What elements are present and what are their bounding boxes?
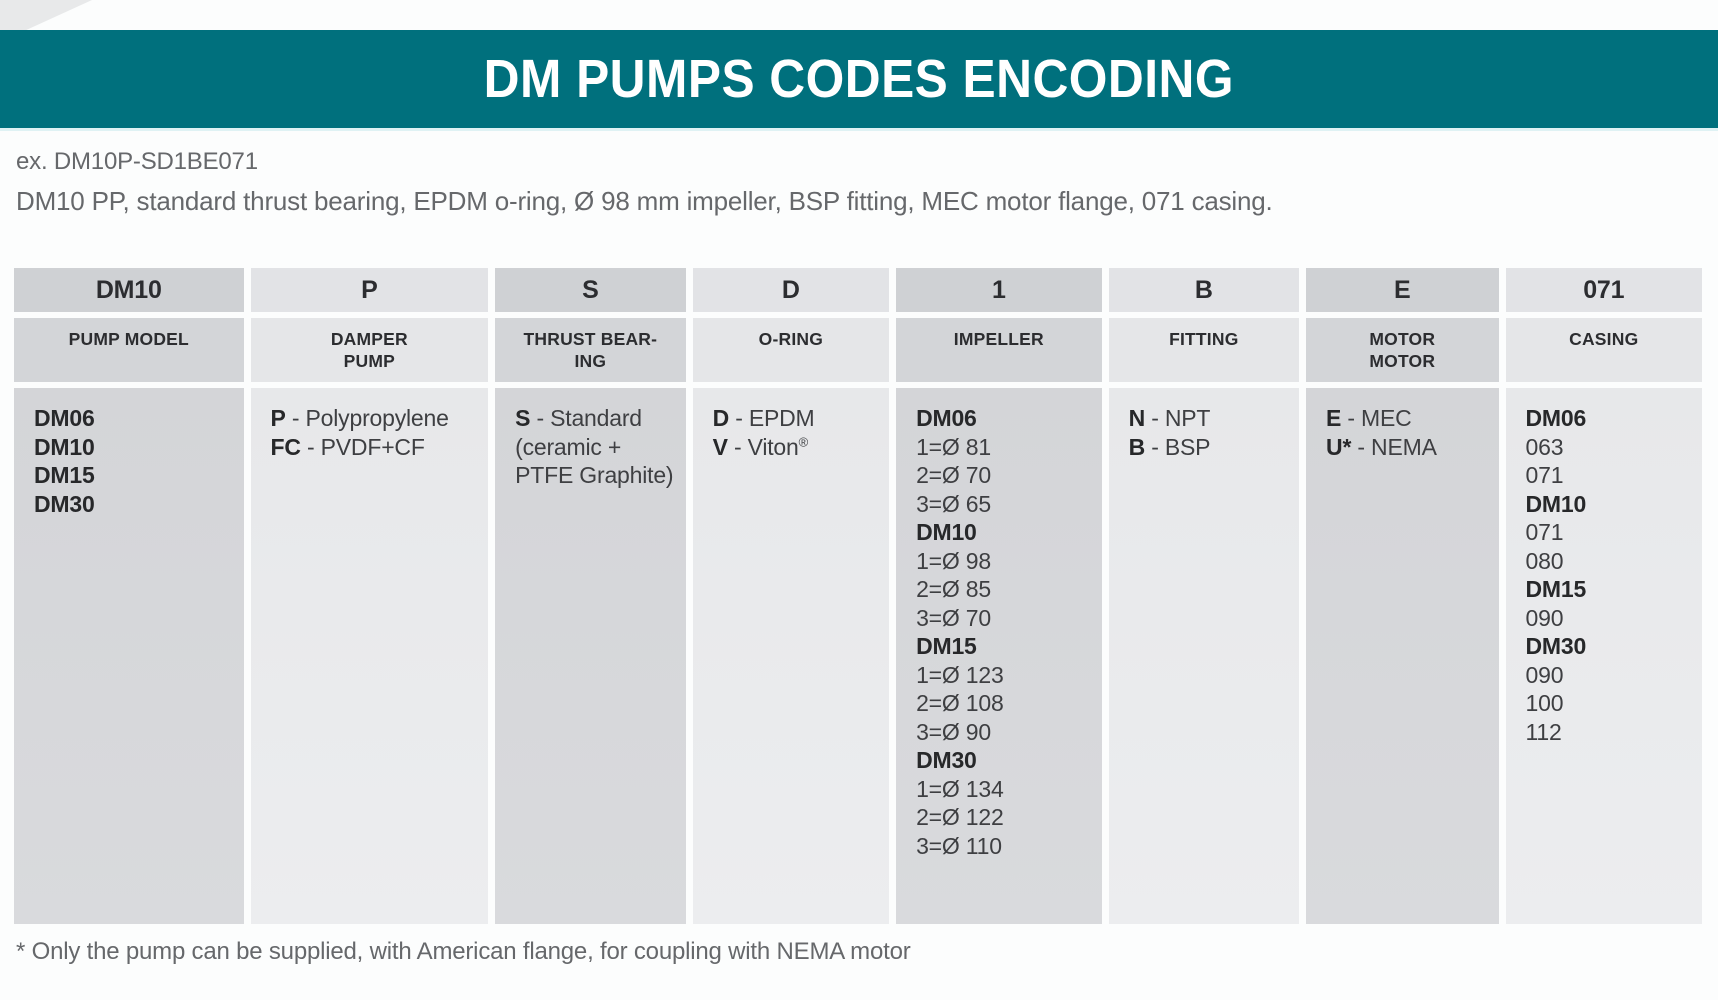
body-line: FC - PVDF+CF (270, 433, 425, 460)
column-body: DM06 DM10 DM15 DM30 (14, 388, 244, 924)
body-line: D - EPDM (712, 405, 815, 431)
column-label-line: ING (574, 351, 607, 371)
body-line: 2=Ø 85 (916, 576, 991, 602)
body-line: 1=Ø 123 (916, 661, 1004, 688)
body-line: 3=Ø 90 (916, 718, 991, 745)
body-line: DM06 (1525, 405, 1587, 431)
page-title: DM PUMPS CODES ENCODING (483, 49, 1235, 109)
column-label: PUMP MODEL (14, 318, 244, 382)
column-body: S - Standard (ceramic + PTFE Graphite) (495, 388, 686, 924)
column-label-line: MOTOR (1369, 351, 1436, 371)
column-label: IMPELLER (896, 318, 1102, 382)
body-line: DM30 (916, 747, 977, 773)
body-line: 080 (1525, 547, 1564, 574)
footnote: * Only the pump can be supplied, with Am… (16, 938, 911, 965)
body-line: 2=Ø 108 (916, 690, 1004, 716)
body-line: DM15 (34, 462, 95, 488)
body-line: U* - NEMA (1326, 433, 1437, 460)
body-line: 3=Ø 70 (916, 604, 991, 631)
body-line: 1=Ø 134 (916, 775, 1004, 802)
codes-table: DM10 PUMP MODEL DM06 DM10 DM15 DM30 P DAMPER PUM… (14, 268, 1702, 924)
body-line: DM30 (34, 490, 95, 517)
column-label-line: O-RING (758, 329, 824, 349)
column-body: N - NPT B - BSP (1108, 388, 1300, 924)
body-line: E - MEC (1326, 405, 1412, 431)
body-line: 063 (1525, 433, 1564, 460)
body-line: (ceramic + (515, 433, 622, 460)
body-line: DM10 (1525, 490, 1587, 517)
body-line: 2=Ø 70 (916, 462, 991, 488)
body-line: 071 (1525, 519, 1564, 545)
body-line: 1=Ø 81 (916, 433, 991, 460)
column-label: CASING (1505, 318, 1702, 382)
body-line: 3=Ø 110 (916, 832, 1002, 859)
column-code-d: D (692, 268, 890, 312)
body-line: DM10 (916, 519, 977, 545)
column-label: THRUST BEAR- ING (495, 318, 686, 382)
body-line: V - Viton® (712, 433, 809, 460)
column-code-p: P (250, 268, 489, 312)
column-body: D - EPDM V - Viton® (692, 388, 890, 924)
column-label-line: FITTING (1169, 329, 1239, 349)
body-line: 071 (1525, 462, 1564, 488)
body-line: PTFE Graphite) (515, 462, 674, 488)
column-body: DM06 063 071 DM10 071 080 DM15 090 DM30 090 100 112 (1505, 388, 1702, 924)
body-line: B - BSP (1128, 433, 1211, 460)
body-line: 3=Ø 65 (916, 490, 991, 517)
title-banner: DM PUMPS CODES ENCODING (0, 30, 1718, 131)
column-code-dm10: DM10 (14, 268, 244, 312)
body-line: DM30 (1525, 633, 1587, 659)
body-line: 090 (1525, 661, 1564, 688)
body-line: 100 (1525, 690, 1564, 716)
column-code-b: B (1108, 268, 1300, 312)
column-code-071: 071 (1505, 268, 1702, 312)
body-line: 090 (1525, 604, 1564, 631)
column-label-line: DAMPER (330, 329, 408, 349)
body-line: 2=Ø 122 (916, 804, 1004, 830)
column-label-line: PUMP MODEL (68, 329, 189, 349)
column-label-line: PUMP (343, 351, 396, 371)
column-label: O-RING (692, 318, 890, 382)
example-block: ex. DM10P-SD1BE071 DM10 PP, standard thr… (16, 148, 1698, 217)
column-body: E - MEC U* - NEMA (1306, 388, 1499, 924)
body-line: S - Standard (515, 405, 642, 431)
column-label-line: MOTOR (1369, 329, 1436, 349)
column-label: DAMPER PUMP (250, 318, 489, 382)
column-body: DM06 1=Ø 81 2=Ø 70 3=Ø 65 DM10 1=Ø 98 2=Ø 85 3=… (896, 388, 1102, 924)
column-code-s: S (495, 268, 686, 312)
body-line: 112 (1525, 718, 1562, 745)
body-line: P - Polypropylene (270, 405, 449, 431)
body-line: N - NPT (1128, 405, 1211, 431)
body-line: DM06 (916, 405, 977, 431)
example-description: DM10 PP, standard thrust bearing, EPDM o… (16, 186, 1273, 216)
body-line: DM10 (34, 433, 95, 460)
body-line: 1=Ø 98 (916, 547, 991, 574)
body-line: DM15 (916, 633, 977, 659)
column-label-line: THRUST BEAR- (523, 329, 658, 349)
column-label: MOTOR MOTOR (1306, 318, 1499, 382)
column-code-1: 1 (896, 268, 1102, 312)
example-code: ex. DM10P-SD1BE071 (16, 148, 258, 175)
column-label-line: IMPELLER (953, 329, 1044, 349)
body-line: DM06 (34, 405, 95, 431)
column-label: FITTING (1108, 318, 1300, 382)
body-line: DM15 (1525, 576, 1587, 602)
column-label-line: CASING (1569, 329, 1639, 349)
column-body: P - Polypropylene FC - PVDF+CF (250, 388, 489, 924)
column-code-e: E (1306, 268, 1499, 312)
